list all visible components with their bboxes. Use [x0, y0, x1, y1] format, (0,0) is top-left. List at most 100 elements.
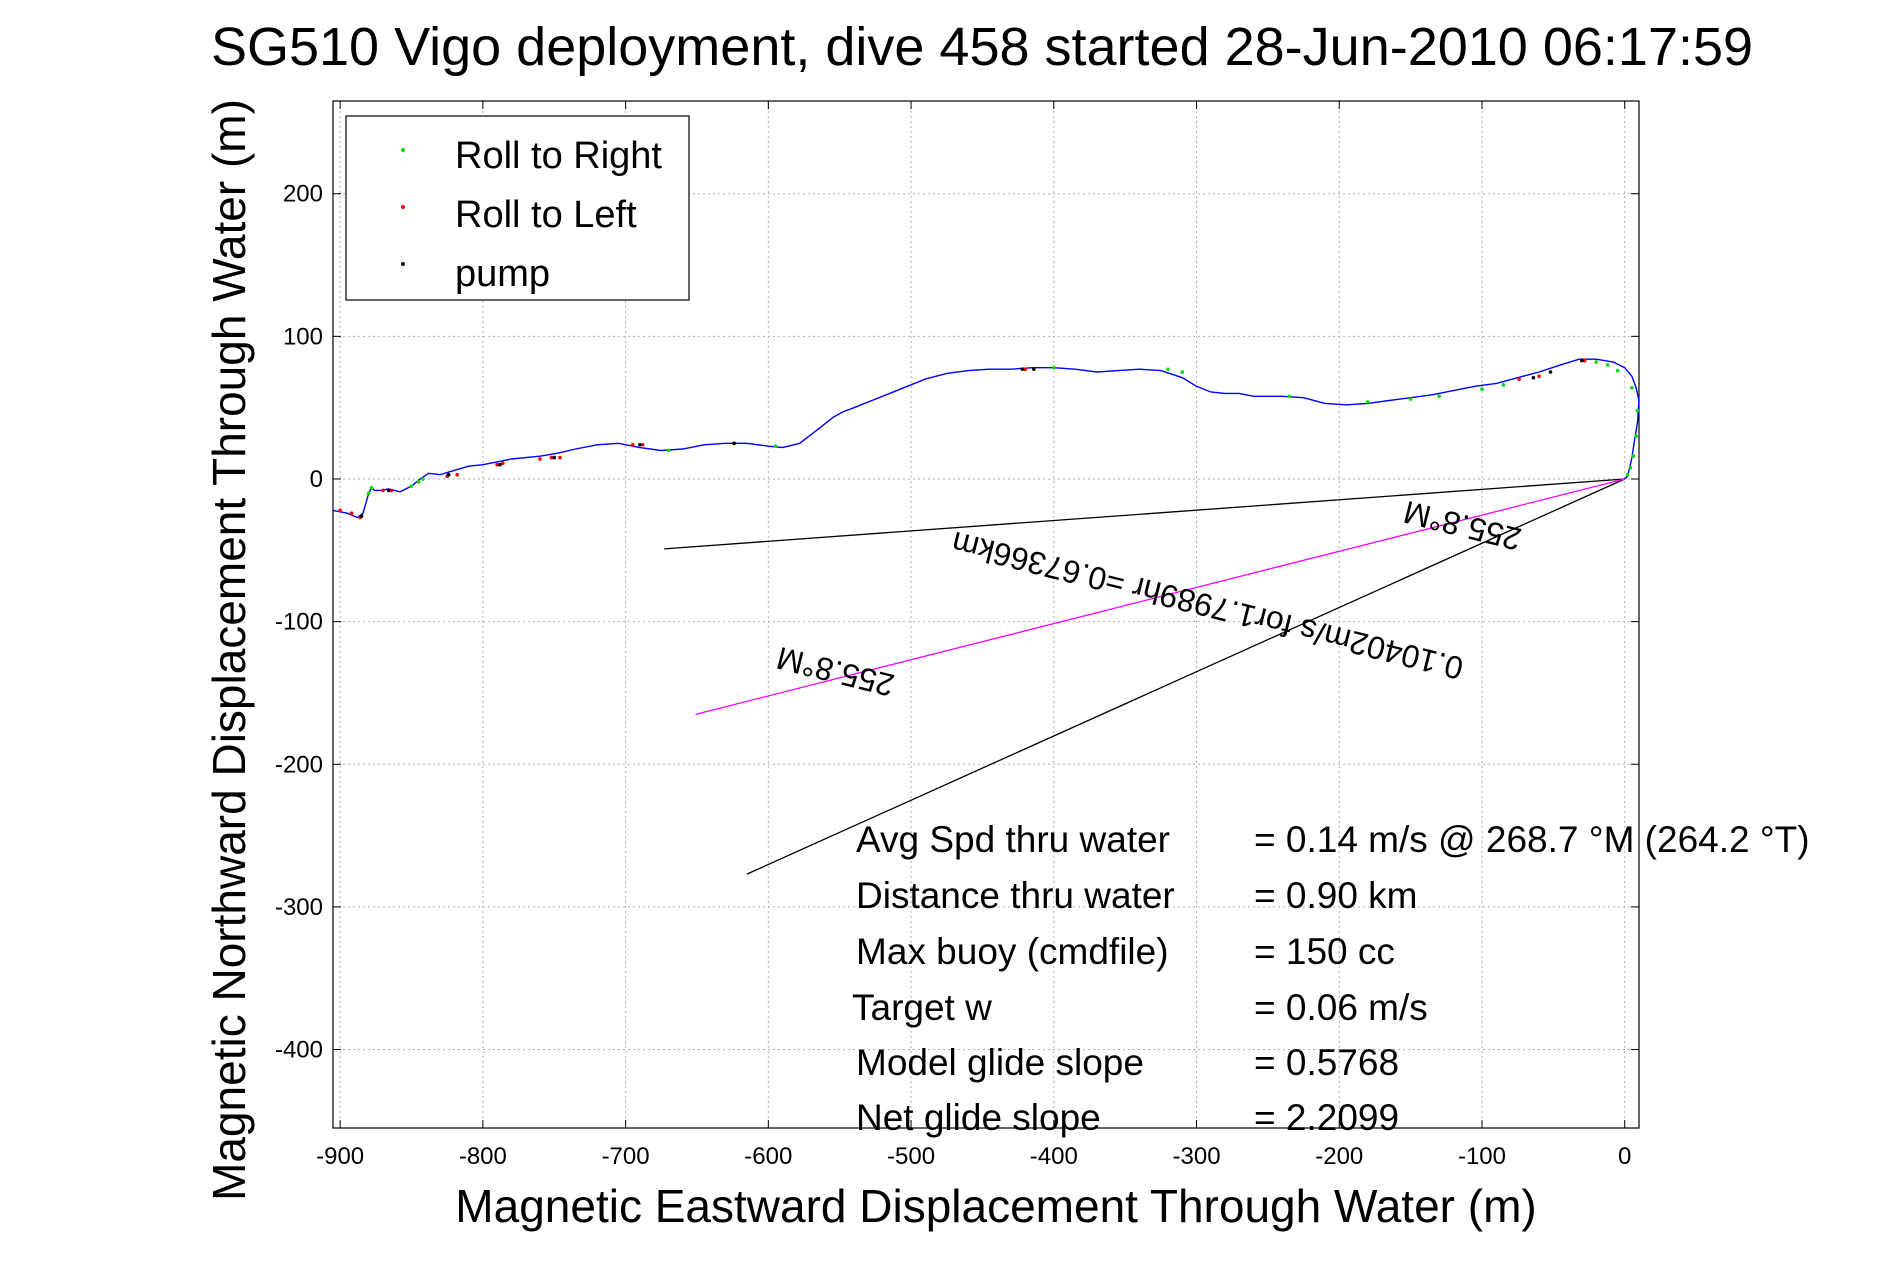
marker-roll-right [1287, 394, 1292, 399]
x-tick-label: -400 [1030, 1143, 1078, 1170]
x-tick-label: -700 [602, 1143, 650, 1170]
stat-label: Model glide slope [856, 1042, 1144, 1083]
stat-label: Avg Spd thru water [856, 819, 1170, 860]
magenta-heading-line [695, 478, 1625, 715]
marker-pump [732, 441, 736, 446]
marker-roll-left [558, 455, 562, 460]
marker-roll-left [1537, 374, 1541, 379]
heading-line [746, 478, 1625, 875]
stat-value: = 0.5768 [1254, 1042, 1399, 1083]
plot-area [332, 100, 1640, 1129]
marker-roll-left [381, 488, 385, 493]
marker-roll-left [389, 488, 394, 493]
marker-roll-left [338, 508, 342, 513]
marker-roll-right [369, 485, 374, 490]
stat-value: = 150 cc [1254, 931, 1395, 972]
marker-roll-right [1594, 360, 1598, 364]
stat-value: = 0.06 m/s [1254, 987, 1428, 1028]
x-tick-label: -600 [744, 1143, 792, 1170]
chart-title: SG510 Vigo deployment, dive 458 started … [211, 17, 1753, 77]
y-tick-label: -100 [275, 609, 323, 636]
marker-roll-left [501, 461, 505, 466]
marker-pump [1032, 367, 1036, 371]
marker-roll-right [1366, 400, 1370, 404]
marker-pump [446, 472, 451, 477]
stat-value: = 0.90 km [1254, 875, 1418, 916]
marker-roll-right [1480, 387, 1484, 391]
marker-roll-right [1051, 365, 1056, 370]
heading-line [664, 478, 1625, 550]
marker-roll-right [1628, 465, 1633, 470]
marker-roll-right [416, 480, 421, 484]
marker-roll-left [1023, 367, 1028, 371]
marker-roll-right [1437, 394, 1441, 399]
marker-pump [1020, 367, 1025, 371]
marker-layer [338, 358, 1640, 520]
legend-marker-pump [401, 262, 405, 266]
heading-lines [664, 478, 1625, 875]
stat-label: Max buoy (cmdfile) [856, 931, 1169, 972]
track-line [332, 358, 1640, 519]
stats-block: Avg Spd thru water = 0.14 m/s @ 268.7 °M… [852, 819, 1810, 1138]
marker-roll-right [1630, 385, 1634, 390]
marker-pump [1548, 370, 1553, 374]
marker-pump [552, 455, 557, 460]
y-tick-label: -300 [275, 894, 323, 921]
stat-label: Net glide slope [856, 1097, 1101, 1138]
marker-roll-right [1180, 370, 1185, 374]
marker-roll-left [640, 442, 645, 447]
marker-roll-right [1408, 397, 1413, 401]
marker-pump [1531, 375, 1536, 380]
stat-value: = 2.2099 [1254, 1097, 1399, 1138]
y-tick-label: 0 [310, 466, 323, 493]
marker-roll-right [1625, 472, 1630, 477]
marker-roll-right [1501, 383, 1506, 387]
stat-value: = 0.14 m/s @ 268.7 °M (264.2 °T) [1254, 819, 1810, 860]
x-tick-label: -200 [1315, 1143, 1363, 1170]
legend-label-pump: pump [455, 253, 550, 295]
x-tick-label: -500 [887, 1143, 935, 1170]
marker-roll-left [630, 442, 635, 447]
y-tick-label: 100 [283, 323, 323, 350]
track-layer [332, 358, 1640, 519]
marker-roll-right [1166, 367, 1170, 371]
x-tick-label: -800 [459, 1143, 507, 1170]
marker-pump [638, 442, 642, 447]
marker-roll-right [1631, 454, 1636, 458]
y-tick-label: -400 [275, 1037, 323, 1064]
y-axis-label: Magnetic Northward Displacement Through … [203, 99, 255, 1201]
y-tick-label: -200 [275, 751, 323, 778]
marker-roll-right [421, 477, 425, 481]
legend-label-roll-right: Roll to Right [455, 135, 662, 177]
marker-pump [359, 514, 364, 518]
legend-label-roll-left: Roll to Left [455, 194, 637, 236]
x-tick-label: -100 [1458, 1143, 1506, 1170]
x-axis-label: Magnetic Eastward Displacement Through W… [455, 1180, 1536, 1232]
x-axis-ticks: -900 -800 -700 -600 -500 -400 -300 -200 -100 0 [316, 101, 1631, 1170]
y-tick-label: 200 [283, 181, 323, 208]
marker-roll-left [549, 455, 554, 460]
marker-roll-left [538, 457, 542, 461]
legend: Roll to Right Roll to Left pump [345, 115, 690, 301]
stat-label: Distance thru water [856, 875, 1175, 916]
x-tick-label: -300 [1173, 1143, 1221, 1170]
stat-label: Target w [852, 987, 992, 1028]
marker-roll-right [1615, 368, 1620, 373]
marker-roll-left [455, 472, 459, 477]
marker-roll-right [1605, 363, 1610, 367]
marker-roll-left [1582, 358, 1587, 363]
marker-pump [498, 462, 502, 467]
marker-roll-right [666, 448, 671, 453]
legend-marker-roll-left [401, 205, 405, 209]
marker-roll-left [349, 511, 354, 516]
marker-pump [1580, 358, 1584, 363]
marker-roll-right [773, 444, 778, 448]
legend-marker-roll-right [401, 148, 405, 152]
marker-roll-left [495, 462, 499, 467]
x-tick-label: 0 [1618, 1143, 1631, 1170]
marker-roll-right [409, 484, 414, 488]
marker-roll-left [1517, 377, 1521, 381]
marker-roll-right [1634, 434, 1638, 439]
